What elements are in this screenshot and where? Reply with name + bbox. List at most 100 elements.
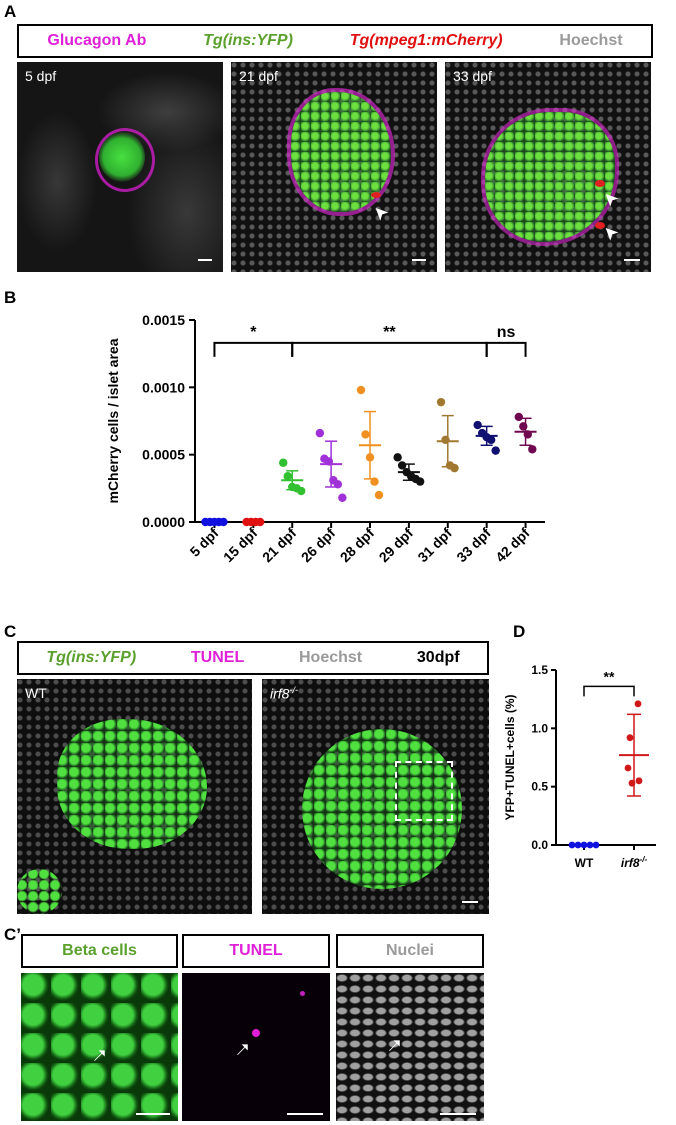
legend-tunel: TUNEL <box>190 649 245 666</box>
panel-b-label: B <box>4 288 17 307</box>
data-point <box>219 517 228 527</box>
data-point <box>568 841 576 849</box>
box-nuclei: Nuclei <box>336 934 484 968</box>
significance-label: * <box>250 324 257 341</box>
tunel-spot <box>300 991 305 996</box>
panel-a-legend: Glucagon Ab Tg(ins:YFP) Tg(mpeg1:mCherry… <box>17 24 653 58</box>
data-point <box>370 477 379 486</box>
chart-b: 0.0000 0.0005 0.0010 0.0015 mCherry cells / … <box>105 312 545 566</box>
data-point <box>356 385 366 395</box>
scale-bar <box>136 1113 170 1115</box>
x-tick-label: 26 dpf <box>298 525 339 566</box>
mcherry-cell <box>595 222 605 229</box>
legend-mpeg1-mcherry: Tg(mpeg1:mCherry) <box>349 32 503 49</box>
box-beta-cells: Beta cells <box>21 934 178 968</box>
scale-bar <box>198 259 212 261</box>
data-point <box>324 457 334 466</box>
micrograph-21dpf: 21 dpf ➤ <box>231 62 437 272</box>
image-label: 21 dpf <box>239 68 278 84</box>
arrow-icon: ➤ <box>367 200 393 226</box>
data-point <box>365 453 375 462</box>
image-label: irf8-/- <box>270 685 298 702</box>
micrograph-irf8: irf8-/- <box>262 679 489 914</box>
significance-bracket <box>291 341 488 357</box>
y-axis-label: mCherry cells / islet area <box>105 338 121 503</box>
islet-green <box>302 729 462 889</box>
data-point <box>338 493 347 502</box>
data-point <box>361 430 370 439</box>
arrow-icon: ➝ <box>229 1036 257 1064</box>
islet-green <box>17 869 62 914</box>
box-tunel: TUNEL <box>182 934 330 968</box>
data-point <box>473 420 482 430</box>
legend-hoechst: Hoechst <box>559 32 623 49</box>
y-tick-label: 1.0 <box>531 721 548 735</box>
y-tick-label: 0.0000 <box>142 514 185 530</box>
tunel-spot <box>252 1029 260 1037</box>
arrow-icon: ➝ <box>381 1032 409 1060</box>
data-point <box>333 480 343 489</box>
significance-bracket <box>485 341 527 357</box>
data-point <box>450 463 459 473</box>
data-point <box>519 422 528 431</box>
data-point <box>586 841 594 849</box>
scale-bar <box>462 901 478 903</box>
significance-label: ** <box>383 324 396 341</box>
islet-green <box>485 112 615 242</box>
micrograph-5dpf: 5 dpf <box>17 62 223 272</box>
data-point <box>255 517 265 527</box>
panel-c-label: C <box>4 622 17 641</box>
arrow-icon: ➝ <box>86 1042 114 1070</box>
micrograph-wt: WT <box>17 679 252 914</box>
scale-bar <box>287 1113 323 1115</box>
data-point <box>315 428 325 438</box>
y-axis-label: YFP+TUNEL+cells (%) <box>503 694 517 820</box>
image-label: 5 dpf <box>25 68 57 84</box>
y-tick-label: 1.5 <box>531 663 548 677</box>
panel-a-label: A <box>4 2 17 21</box>
scale-bar <box>440 1113 476 1115</box>
panel-cprime-label: C’ <box>4 925 21 944</box>
data-point <box>397 461 407 470</box>
data-point <box>514 412 524 422</box>
x-tick-label: 5 dpf <box>187 525 222 560</box>
x-tick-label: 29 dpf <box>376 525 417 566</box>
data-point <box>580 841 588 849</box>
panel-d-label: D <box>513 622 526 641</box>
x-tick-label: 28 dpf <box>337 525 378 566</box>
y-tick-label: 0.0 <box>531 838 548 852</box>
data-point <box>374 490 384 500</box>
y-tick-label: 0.0005 <box>142 447 185 463</box>
micrograph-tunel: ➝ <box>182 973 330 1121</box>
legend-ins-yfp: Tg(ins:YFP) <box>203 32 293 49</box>
x-tick-label: 31 dpf <box>414 525 455 566</box>
panel-c-legend: Tg(ins:YFP) TUNEL Hoechst 30dpf <box>17 641 489 675</box>
image-label: WT <box>25 685 47 701</box>
data-point <box>436 397 446 407</box>
x-tick-label: 42 dpf <box>492 525 533 566</box>
legend-glucagon: Glucagon Ab <box>47 32 147 49</box>
data-point <box>415 477 425 486</box>
significance-label: ** <box>604 668 615 684</box>
legend-hoechst: Hoechst <box>299 649 363 666</box>
x-tick-label: 15 dpf <box>220 525 261 566</box>
x-tick-label: irf8-/- <box>621 855 648 870</box>
y-tick-label: 0.5 <box>531 780 548 794</box>
data-point <box>635 777 643 785</box>
data-point <box>297 486 306 496</box>
x-tick-label: WT <box>575 856 594 870</box>
micrograph-beta-cells: ➝ <box>21 973 178 1121</box>
data-point <box>626 734 634 742</box>
data-point <box>491 446 500 455</box>
data-point <box>486 435 496 445</box>
x-tick-label-sup: -/- <box>640 855 648 864</box>
mcherry-cell <box>371 192 381 198</box>
data-point <box>592 841 600 849</box>
significance-bracket <box>583 685 635 697</box>
data-point <box>279 458 288 467</box>
x-tick-label: 21 dpf <box>259 525 300 566</box>
scale-bar <box>412 259 426 261</box>
legend-30dpf: 30dpf <box>416 649 460 666</box>
chart-d: 0.0 0.5 1.0 1.5 YFP+TUNEL+cells (%) WT irf8-/-… <box>503 663 656 870</box>
micrograph-nuclei: ➝ <box>336 973 484 1121</box>
